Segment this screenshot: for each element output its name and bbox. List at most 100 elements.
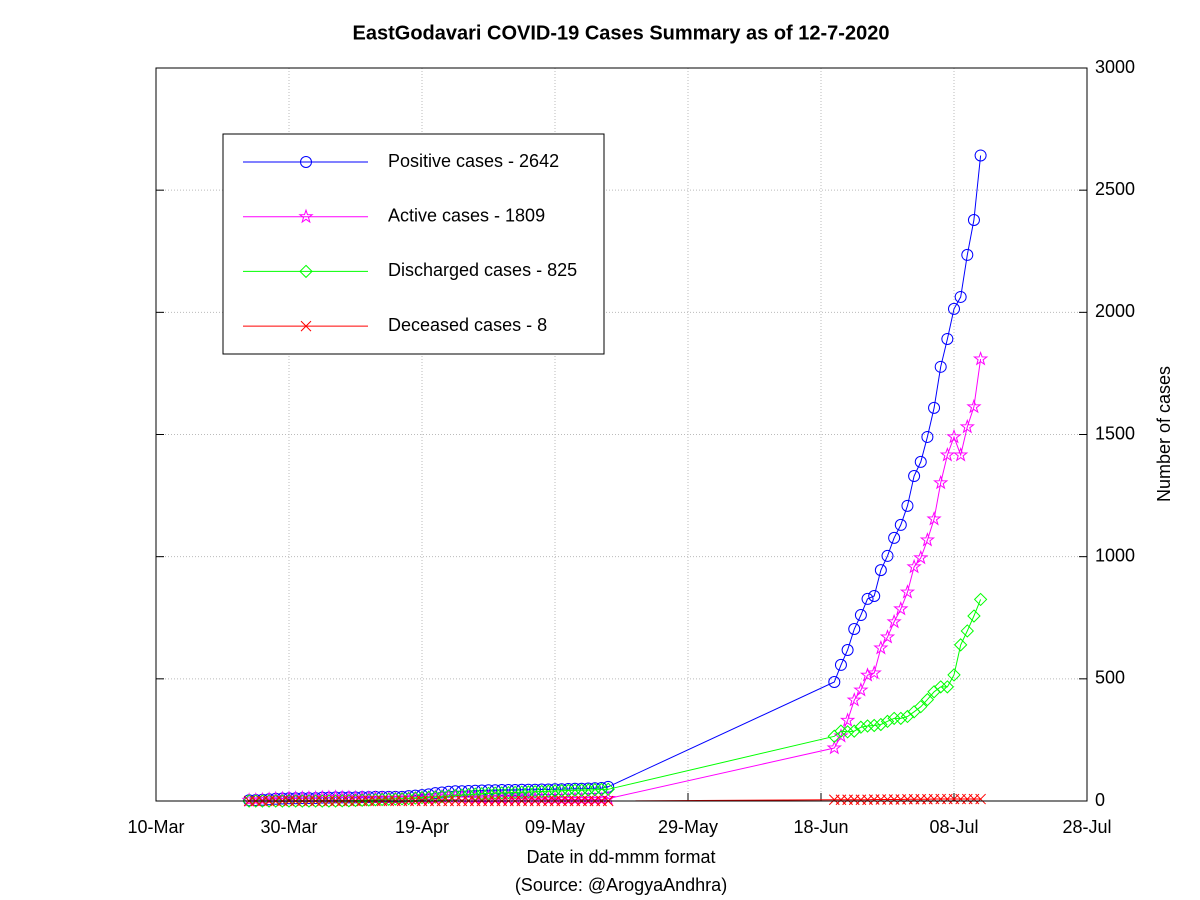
y-tick-label: 0	[1095, 790, 1105, 810]
marker	[441, 789, 456, 803]
marker	[593, 791, 610, 807]
x-tick-label: 28-Jul	[1062, 817, 1111, 837]
marker	[934, 360, 947, 373]
marker	[833, 727, 849, 743]
marker	[973, 592, 988, 607]
marker	[939, 446, 955, 462]
marker	[561, 783, 576, 798]
x-tick-label: 08-Jul	[929, 817, 978, 837]
marker	[421, 790, 436, 805]
marker	[521, 785, 536, 799]
marker	[975, 793, 986, 805]
marker	[901, 499, 914, 512]
marker	[574, 783, 589, 797]
marker	[481, 786, 496, 801]
marker	[534, 784, 549, 799]
marker	[967, 609, 981, 623]
marker	[548, 784, 562, 798]
marker	[933, 474, 949, 490]
marker	[468, 787, 482, 801]
marker	[847, 724, 861, 738]
legend-label: Deceased cases - 8	[388, 315, 547, 335]
marker	[961, 248, 974, 261]
marker	[873, 639, 889, 655]
marker	[887, 711, 901, 726]
marker	[415, 790, 429, 805]
y-tick-label: 3000	[1095, 57, 1135, 77]
marker	[853, 682, 869, 697]
marker	[529, 783, 542, 796]
marker	[948, 302, 960, 315]
marker	[954, 290, 967, 303]
marker	[894, 518, 907, 531]
marker	[549, 783, 561, 796]
marker	[408, 791, 423, 805]
marker	[953, 446, 969, 462]
marker	[866, 664, 882, 680]
marker	[913, 549, 929, 565]
marker	[300, 156, 312, 168]
x-tick-label: 30-Mar	[260, 817, 317, 837]
plot-frame	[155, 67, 1088, 802]
marker	[967, 213, 980, 226]
marker	[919, 532, 936, 547]
marker	[588, 783, 602, 797]
plot-area	[241, 149, 989, 808]
marker	[881, 549, 894, 562]
marker	[899, 584, 916, 599]
marker	[554, 784, 569, 798]
x-axis-label: Date in dd-mmm format	[526, 847, 715, 867]
legend-label: Positive cases - 2642	[388, 151, 559, 171]
y-tick-label: 500	[1095, 668, 1125, 688]
marker	[914, 699, 928, 714]
marker	[535, 783, 548, 796]
marker	[914, 455, 927, 468]
marker	[594, 782, 609, 797]
marker	[893, 600, 909, 616]
marker	[959, 418, 975, 434]
marker	[508, 785, 522, 800]
marker	[840, 725, 855, 739]
marker	[501, 785, 516, 800]
marker	[953, 638, 968, 652]
marker	[920, 692, 935, 707]
marker	[966, 398, 982, 414]
marker	[879, 629, 896, 644]
marker	[860, 719, 875, 733]
marker	[874, 564, 887, 577]
marker	[522, 783, 535, 796]
marker	[841, 644, 854, 657]
marker	[469, 784, 482, 797]
marker	[940, 680, 955, 694]
marker	[928, 401, 941, 414]
marker	[298, 208, 314, 224]
marker	[555, 783, 568, 796]
marker	[886, 613, 902, 629]
marker	[941, 332, 954, 345]
marker	[854, 720, 868, 734]
chart-title: EastGodavari COVID-19 Cases Summary as o…	[353, 22, 890, 44]
marker	[300, 320, 312, 332]
marker	[428, 790, 443, 804]
legend: Positive cases - 2642 Active cases - 1809…	[222, 133, 605, 355]
marker	[254, 791, 271, 807]
legend-label: Discharged cases - 825	[388, 260, 577, 280]
marker	[834, 658, 847, 671]
marker	[848, 622, 861, 635]
marker	[495, 784, 508, 797]
marker	[515, 783, 528, 796]
marker	[867, 718, 881, 733]
marker	[947, 668, 961, 682]
marker	[868, 590, 881, 603]
marker	[542, 783, 555, 796]
x-tick-label: 19-Apr	[395, 817, 449, 837]
marker	[568, 783, 582, 797]
marker	[828, 676, 841, 689]
marker	[861, 592, 874, 605]
x-tick-label: 10-Mar	[127, 817, 184, 837]
marker	[839, 712, 856, 727]
marker	[435, 789, 449, 804]
marker	[972, 350, 989, 366]
marker	[880, 714, 895, 729]
